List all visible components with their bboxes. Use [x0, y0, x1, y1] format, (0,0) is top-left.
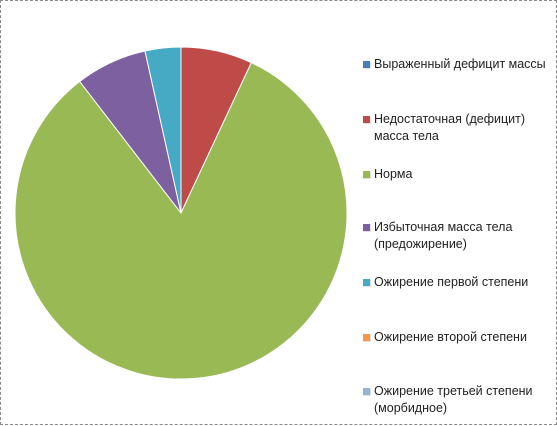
legend-swatch: [363, 61, 370, 68]
legend-label: Ожирение первой степени: [374, 274, 554, 291]
legend-swatch: [363, 171, 370, 178]
legend-label-line: Выраженный дефицит массы: [374, 57, 546, 71]
legend-item-6: Ожирение второй степени: [363, 329, 554, 346]
legend-swatch: [363, 224, 370, 231]
legend-label-line: Ожирение второй степени: [374, 330, 527, 344]
legend-label-line: (морбидное): [374, 401, 448, 415]
legend-label-line: Ожирение первой степени: [374, 275, 529, 289]
legend-item-7: Ожирение третьей степени (морбидное): [363, 383, 554, 417]
pie-slice-5: [144, 46, 182, 214]
legend-label: Выраженный дефицит массы: [374, 56, 554, 73]
legend-item-1: Выраженный дефицит массы: [363, 56, 554, 73]
legend-label-line: Избыточная масса тела: [374, 220, 513, 234]
legend-label-line: Недостаточная (дефицит): [374, 112, 526, 126]
legend-item-5: Ожирение первой степени: [363, 274, 554, 291]
legend-item-4: Избыточная масса тела (предожирение): [363, 219, 554, 253]
legend-item-2: Недостаточная (дефицит) масса тела: [363, 111, 554, 145]
legend-label: Ожирение второй степени: [374, 329, 554, 346]
legend-label-line: (предожирение): [374, 237, 467, 251]
legend-item-3: Норма: [363, 166, 554, 183]
legend-label: Недостаточная (дефицит) масса тела: [374, 111, 554, 145]
legend-swatch: [363, 388, 370, 395]
legend-label-line: Ожирение третьей степени: [374, 384, 533, 398]
legend-swatch: [363, 334, 370, 341]
pie-slices: [14, 46, 348, 380]
pie-slice-3: [14, 61, 348, 380]
legend-label: Норма: [374, 166, 554, 183]
legend-swatch: [363, 279, 370, 286]
legend-label-line: Норма: [374, 167, 413, 181]
legend-label: Избыточная масса тела (предожирение): [374, 219, 554, 253]
legend-swatch: [363, 116, 370, 123]
legend-label: Ожирение третьей степени (морбидное): [374, 383, 554, 417]
legend-label-line: масса тела: [374, 129, 439, 143]
